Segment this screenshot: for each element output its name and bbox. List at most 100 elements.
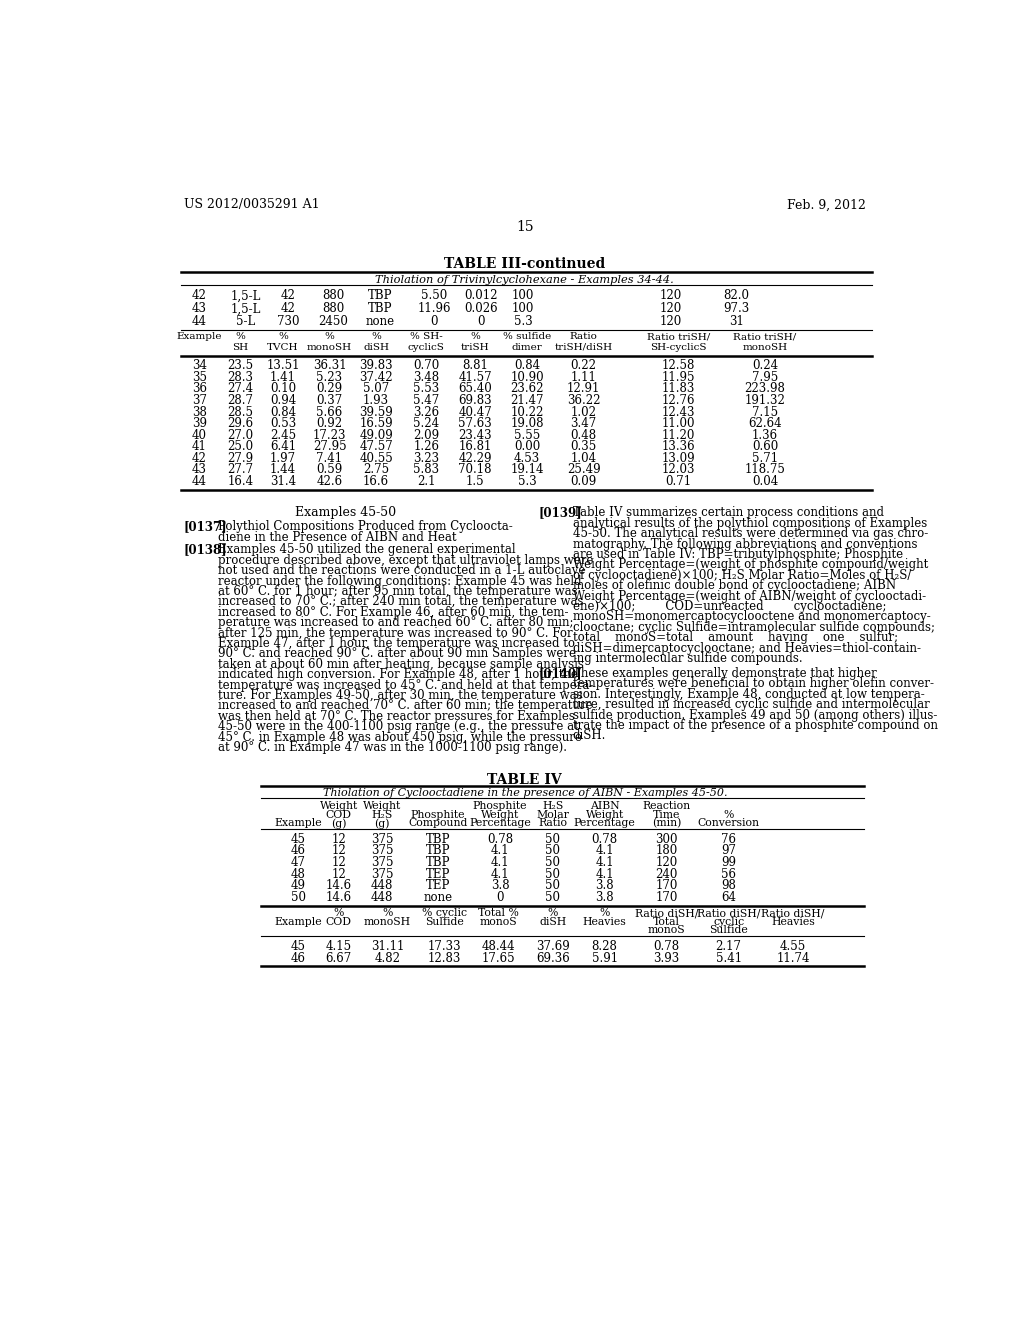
- Text: after 125 min, the temperature was increased to 90° C. For: after 125 min, the temperature was incre…: [218, 627, 572, 640]
- Text: 69.83: 69.83: [459, 395, 492, 407]
- Text: [0139]: [0139]: [539, 507, 583, 520]
- Text: 25.0: 25.0: [227, 441, 253, 453]
- Text: 0.94: 0.94: [270, 395, 296, 407]
- Text: 1.41: 1.41: [270, 371, 296, 384]
- Text: 50: 50: [545, 891, 560, 904]
- Text: [0140]: [0140]: [539, 667, 583, 680]
- Text: Sulfide: Sulfide: [710, 925, 748, 936]
- Text: 4.1: 4.1: [595, 867, 614, 880]
- Text: 42.29: 42.29: [459, 451, 492, 465]
- Text: AIBN: AIBN: [590, 801, 620, 812]
- Text: 46: 46: [291, 952, 306, 965]
- Text: temperatures were beneficial to obtain higher olefin conver-: temperatures were beneficial to obtain h…: [572, 677, 934, 690]
- Text: 43: 43: [191, 302, 207, 315]
- Text: 0: 0: [497, 891, 504, 904]
- Text: 76: 76: [721, 833, 736, 846]
- Text: 40.47: 40.47: [459, 405, 493, 418]
- Text: TABLE IV: TABLE IV: [487, 774, 562, 787]
- Text: 62.64: 62.64: [749, 417, 782, 430]
- Text: 5.91: 5.91: [592, 952, 617, 965]
- Text: These examples generally demonstrate that higher: These examples generally demonstrate tha…: [572, 667, 877, 680]
- Text: Percentage: Percentage: [469, 818, 530, 828]
- Text: 70.18: 70.18: [459, 463, 492, 477]
- Text: procedure described above, except that ultraviolet lamps were: procedure described above, except that u…: [218, 554, 593, 566]
- Text: 46: 46: [291, 845, 306, 858]
- Text: 41.57: 41.57: [459, 371, 492, 384]
- Text: 300: 300: [655, 833, 678, 846]
- Text: monoS: monoS: [479, 917, 517, 927]
- Text: Example: Example: [176, 333, 222, 342]
- Text: 35: 35: [191, 371, 207, 384]
- Text: 3.93: 3.93: [653, 952, 680, 965]
- Text: 39.83: 39.83: [359, 359, 393, 372]
- Text: 50: 50: [545, 879, 560, 892]
- Text: moles of olefinic double bond of cyclooctadiene; AIBN: moles of olefinic double bond of cyclooc…: [572, 579, 896, 593]
- Text: 118.75: 118.75: [744, 463, 785, 477]
- Text: 19.08: 19.08: [510, 417, 544, 430]
- Text: 0.04: 0.04: [752, 475, 778, 488]
- Text: % SH-
cyclicS: % SH- cyclicS: [408, 333, 444, 352]
- Text: 448: 448: [371, 879, 393, 892]
- Text: H₂S: H₂S: [372, 810, 393, 820]
- Text: 1.02: 1.02: [570, 405, 597, 418]
- Text: 99: 99: [721, 857, 736, 869]
- Text: Weight Percentage=(weight of AIBN/weight of cyclooctadi-: Weight Percentage=(weight of AIBN/weight…: [572, 590, 926, 603]
- Text: [0137]: [0137]: [183, 520, 227, 533]
- Text: 82.0: 82.0: [723, 289, 750, 302]
- Text: 45: 45: [291, 833, 306, 846]
- Text: 48: 48: [291, 867, 306, 880]
- Text: 100: 100: [512, 302, 535, 315]
- Text: Sulfide: Sulfide: [425, 917, 464, 927]
- Text: 5.3: 5.3: [518, 475, 537, 488]
- Text: 27.0: 27.0: [227, 429, 253, 442]
- Text: 14.6: 14.6: [326, 879, 352, 892]
- Text: 10.22: 10.22: [510, 405, 544, 418]
- Text: TEP: TEP: [426, 867, 451, 880]
- Text: diSH.: diSH.: [572, 730, 606, 742]
- Text: none: none: [424, 891, 453, 904]
- Text: %
monoSH: % monoSH: [307, 333, 352, 352]
- Text: 34: 34: [191, 359, 207, 372]
- Text: 0.84: 0.84: [514, 359, 541, 372]
- Text: 1.44: 1.44: [270, 463, 296, 477]
- Text: monoS: monoS: [648, 925, 685, 936]
- Text: Examples 45-50: Examples 45-50: [295, 507, 396, 520]
- Text: TEP: TEP: [426, 879, 451, 892]
- Text: 0.09: 0.09: [570, 475, 597, 488]
- Text: Phosphite: Phosphite: [411, 810, 465, 820]
- Text: 8.28: 8.28: [592, 940, 617, 953]
- Text: 48.44: 48.44: [481, 940, 515, 953]
- Text: 0.70: 0.70: [414, 359, 439, 372]
- Text: 120: 120: [659, 289, 682, 302]
- Text: diene in the Presence of AIBN and Heat: diene in the Presence of AIBN and Heat: [218, 531, 457, 544]
- Text: not used and the reactions were conducted in a 1-L autoclave: not used and the reactions were conducte…: [218, 564, 586, 577]
- Text: 11.83: 11.83: [662, 383, 695, 396]
- Text: 50: 50: [291, 891, 306, 904]
- Text: 1.04: 1.04: [570, 451, 597, 465]
- Text: (g): (g): [331, 818, 346, 829]
- Text: 100: 100: [512, 289, 535, 302]
- Text: 16.4: 16.4: [227, 475, 253, 488]
- Text: 29.6: 29.6: [227, 417, 253, 430]
- Text: matography. The following abbreviations and conventions: matography. The following abbreviations …: [572, 537, 918, 550]
- Text: TABLE III-continued: TABLE III-continued: [444, 257, 605, 271]
- Text: 37.69: 37.69: [536, 940, 569, 953]
- Text: 97.3: 97.3: [723, 302, 750, 315]
- Text: 27.7: 27.7: [227, 463, 253, 477]
- Text: 41: 41: [191, 441, 207, 453]
- Text: TBP: TBP: [426, 845, 451, 858]
- Text: 3.8: 3.8: [490, 879, 509, 892]
- Text: Feb. 9, 2012: Feb. 9, 2012: [786, 198, 866, 211]
- Text: sion. Interestingly, Example 48, conducted at low tempera-: sion. Interestingly, Example 48, conduct…: [572, 688, 925, 701]
- Text: temperature was increased to 45° C. and held at that tempera-: temperature was increased to 45° C. and …: [218, 678, 593, 692]
- Text: Heavies: Heavies: [771, 917, 815, 927]
- Text: 1.93: 1.93: [362, 395, 389, 407]
- Text: 36.31: 36.31: [312, 359, 346, 372]
- Text: %
TVCH: % TVCH: [267, 333, 299, 352]
- Text: TBP: TBP: [368, 289, 392, 302]
- Text: 45° C. in Example 48 was about 450 psig, while the pressure: 45° C. in Example 48 was about 450 psig,…: [218, 730, 582, 743]
- Text: 42: 42: [281, 289, 296, 302]
- Text: 4.55: 4.55: [780, 940, 806, 953]
- Text: 0.24: 0.24: [752, 359, 778, 372]
- Text: 45-50 were in the 400-1100 psig range (e.g., the pressure at: 45-50 were in the 400-1100 psig range (e…: [218, 721, 579, 733]
